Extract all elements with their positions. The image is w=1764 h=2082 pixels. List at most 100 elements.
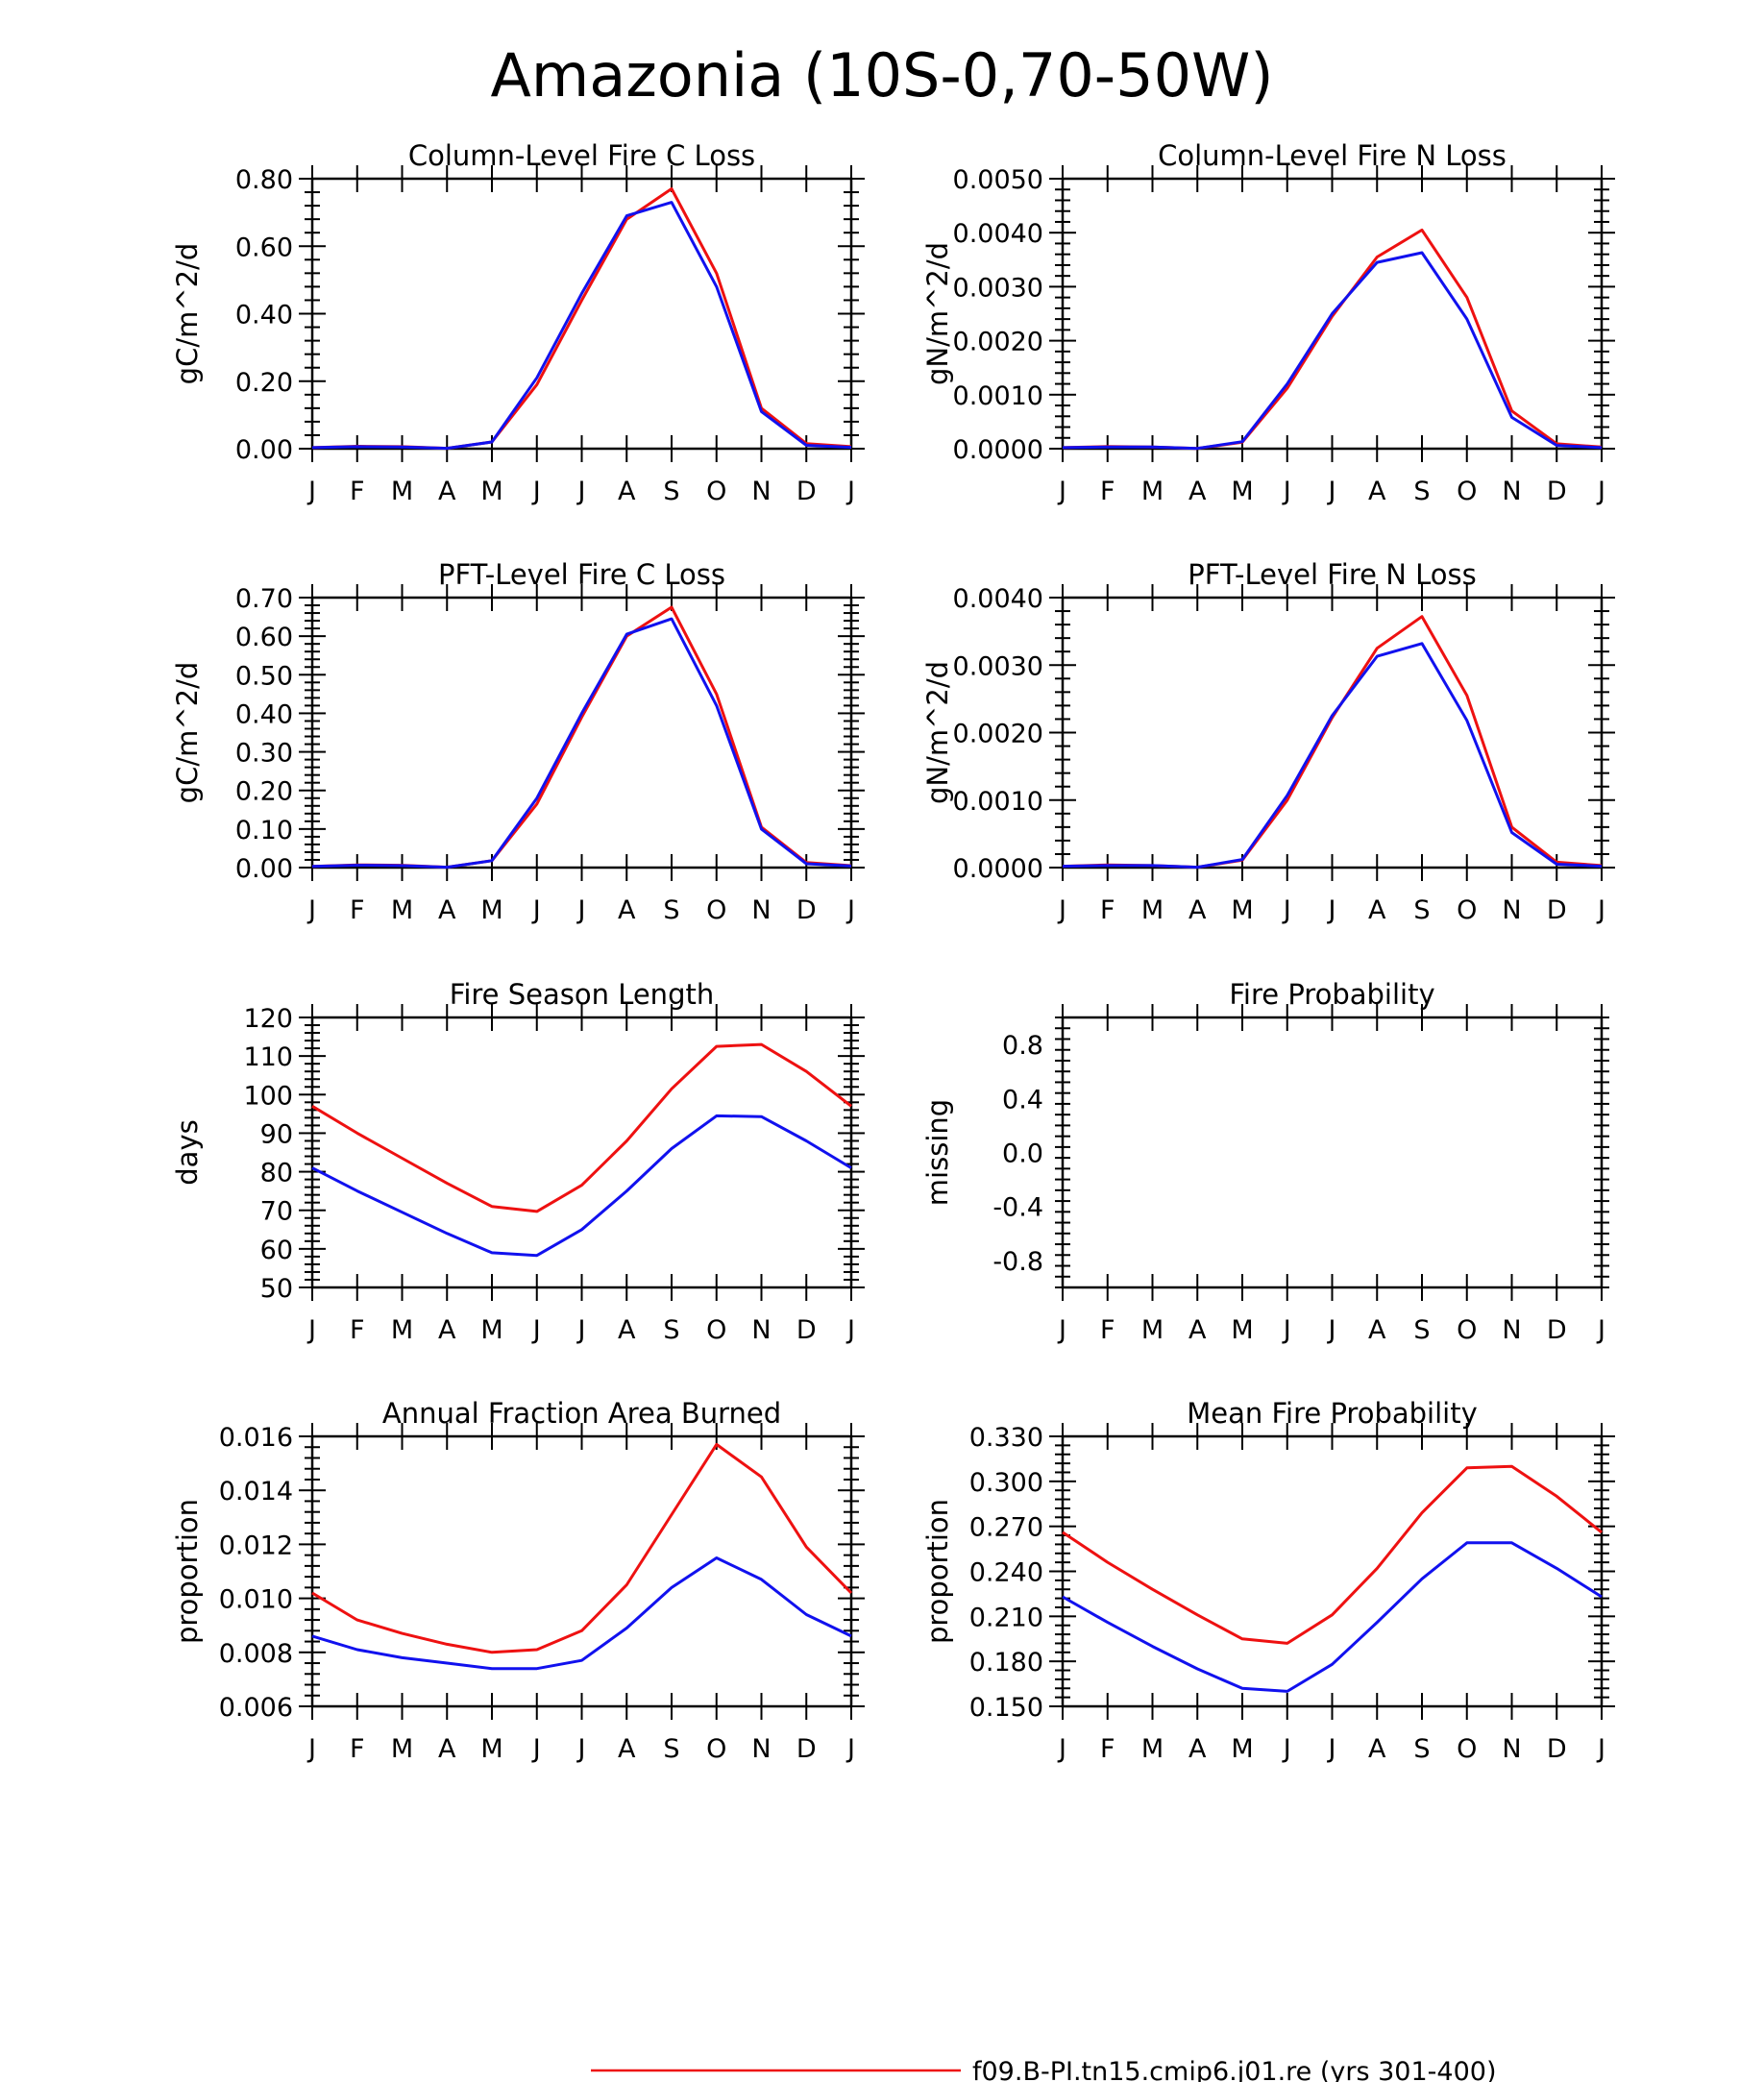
x-tick-label: J <box>531 1315 541 1345</box>
series-line-red <box>311 605 852 870</box>
y-tick-label: 0.0020 <box>953 720 1043 749</box>
x-tick-label: S <box>663 1315 679 1345</box>
chart-panel-1: J F M A M J J A S O N D J0.000.200.400.600.80Column-… <box>171 139 865 506</box>
y-axis-label: gN/m^2/d <box>921 661 954 804</box>
y-tick-label: 80 <box>260 1159 293 1188</box>
x-tick-label: F <box>1100 1315 1115 1345</box>
y-tick-label: 70 <box>260 1197 293 1227</box>
y-tick-label: 120 <box>243 1004 293 1034</box>
y-tick-label: 0.0020 <box>953 328 1043 357</box>
x-tick-label: N <box>1502 895 1521 925</box>
x-tick-label: M <box>1141 895 1164 925</box>
chart-title: Fire Probability <box>1229 978 1434 1011</box>
y-tick-label: 0.00 <box>235 854 293 884</box>
x-tick-label: M <box>391 1734 413 1764</box>
series-line-blue <box>311 1556 852 1671</box>
y-tick-label: 0.40 <box>235 699 293 729</box>
series-line-red <box>1062 615 1603 870</box>
y-tick-label: 0.60 <box>235 233 293 262</box>
x-tick-label: M <box>1231 1734 1253 1764</box>
x-tick-label: J <box>1057 1315 1066 1345</box>
x-tick-label: A <box>1188 1315 1207 1345</box>
y-tick-label: 60 <box>260 1236 293 1265</box>
x-tick-label: N <box>1502 1315 1521 1345</box>
x-tick-label: J <box>306 1734 316 1764</box>
plot-frame <box>310 177 853 451</box>
x-tick-label: D <box>796 477 817 506</box>
legend-label: f09.B-PI.tn15.cmip6.j01.re (yrs 301-400) <box>972 2057 1496 2082</box>
x-tick-label: J <box>1596 477 1605 506</box>
y-tick-label: 0.20 <box>235 777 293 807</box>
y-tick-label: 0.0000 <box>953 435 1043 465</box>
x-tick-label: D <box>796 895 817 925</box>
y-tick-label: 0.0040 <box>953 219 1043 249</box>
x-tick-label: D <box>1547 477 1567 506</box>
x-tick-label: O <box>1457 1315 1477 1345</box>
x-tick-label: J <box>531 895 541 925</box>
y-tick-label: 100 <box>243 1081 293 1111</box>
y-tick-label: 0.300 <box>969 1468 1043 1498</box>
x-tick-label: A <box>618 1734 636 1764</box>
x-tick-label: N <box>1502 477 1521 506</box>
y-axis-label: gN/m^2/d <box>921 242 954 385</box>
y-tick-label: 0.016 <box>219 1423 293 1453</box>
x-tick-label: O <box>706 1734 726 1764</box>
y-axis-label: gC/m^2/d <box>171 243 204 385</box>
x-tick-label: J <box>845 1315 855 1345</box>
x-tick-label: J <box>576 1315 586 1345</box>
x-tick-label: N <box>751 895 771 925</box>
y-tick-label: 0.180 <box>969 1648 1043 1678</box>
x-tick-label: M <box>391 477 413 506</box>
series-line-red <box>311 1042 852 1213</box>
x-tick-label: M <box>1231 477 1253 506</box>
y-tick-label: 0.0010 <box>953 787 1043 817</box>
x-tick-label: O <box>1457 895 1477 925</box>
x-tick-label: M <box>1231 895 1253 925</box>
x-tick-label: J <box>1596 1734 1605 1764</box>
series-line-blue <box>311 1114 852 1258</box>
x-tick-label: J <box>306 895 316 925</box>
y-tick-label: -0.8 <box>992 1247 1043 1277</box>
x-tick-label: J <box>1057 1734 1066 1764</box>
y-tick-label: -0.4 <box>992 1193 1043 1223</box>
y-tick-label: 0.8 <box>1002 1031 1043 1061</box>
x-tick-label: N <box>751 1734 771 1764</box>
x-tick-label: J <box>576 477 586 506</box>
chart-panel-4: J F M A M J J A S O N D J0.00000.00100.00200.00300.0… <box>921 558 1615 925</box>
y-tick-label: 0.0030 <box>953 273 1043 303</box>
x-tick-label: F <box>1100 1734 1115 1764</box>
chart-panel-7: J F M A M J J A S O N D J0.0060.0080.0100.0120.0140.… <box>171 1397 865 1764</box>
chart-title: Fire Season Length <box>450 978 714 1011</box>
x-tick-label: M <box>1141 1734 1164 1764</box>
y-tick-label: 0.150 <box>969 1693 1043 1723</box>
x-tick-label: J <box>845 477 855 506</box>
y-tick-label: 0.012 <box>219 1531 293 1560</box>
x-tick-label: A <box>618 895 636 925</box>
x-tick-label: J <box>1282 1315 1291 1345</box>
x-tick-label: J <box>1596 895 1605 925</box>
x-tick-label: N <box>751 1315 771 1345</box>
series-line-red <box>1062 1464 1603 1645</box>
chart-title: PFT-Level Fire N Loss <box>1188 558 1476 591</box>
legend: f09.B-PI.tn15.cmip6.j01.re (yrs 301-400) <box>591 2057 1496 2082</box>
x-tick-label: J <box>845 895 855 925</box>
y-tick-label: 0.008 <box>219 1639 293 1669</box>
y-tick-label: 0.0 <box>1002 1139 1043 1169</box>
x-tick-label: J <box>306 1315 316 1345</box>
x-tick-label: J <box>845 1734 855 1764</box>
x-tick-label: D <box>1547 1734 1567 1764</box>
y-axis-label: gC/m^2/d <box>171 662 204 804</box>
x-tick-label: A <box>1368 895 1386 925</box>
x-tick-label: M <box>1141 477 1164 506</box>
x-tick-label: A <box>1188 895 1207 925</box>
x-tick-label: J <box>1327 1734 1336 1764</box>
x-tick-label: F <box>1100 477 1115 506</box>
plot-frame <box>310 1434 853 1708</box>
x-tick-label: J <box>531 477 541 506</box>
x-tick-label: O <box>1457 477 1477 506</box>
x-tick-label: S <box>1413 895 1430 925</box>
y-tick-label: 0.00 <box>235 435 293 465</box>
y-axis-label: missing <box>921 1099 954 1206</box>
